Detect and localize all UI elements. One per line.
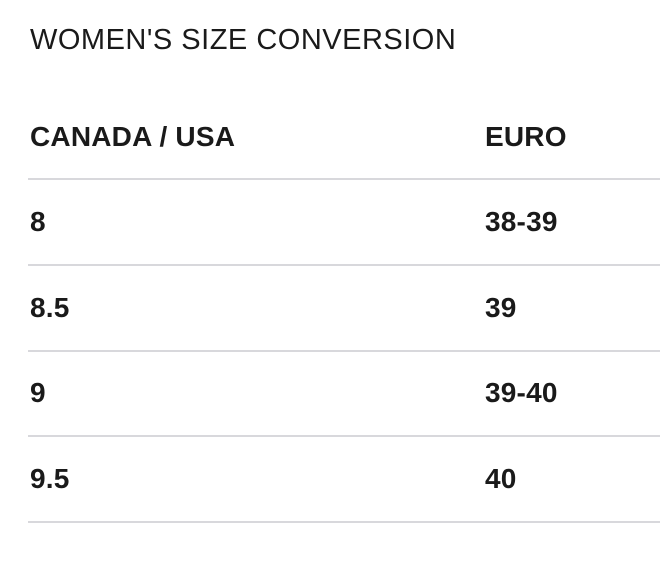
- cell-canada-usa: 9: [30, 377, 46, 409]
- column-header-canada-usa: CANADA / USA: [30, 120, 236, 152]
- size-conversion-table: CANADA / USA EURO 8 38-39 8.5 39 9 39-40…: [28, 95, 660, 523]
- cell-euro: 39-40: [485, 377, 558, 409]
- cell-euro: 40: [485, 463, 517, 495]
- cell-canada-usa: 8: [30, 205, 46, 237]
- table-row: 9 39-40: [28, 352, 660, 438]
- column-header-euro: EURO: [485, 120, 567, 152]
- cell-euro: 38-39: [485, 205, 558, 237]
- cell-euro: 39: [485, 291, 517, 323]
- table-header-row: CANADA / USA EURO: [28, 95, 660, 180]
- table-row: 9.5 40: [28, 437, 660, 523]
- page-title: WOMEN'S SIZE CONVERSION: [30, 24, 457, 56]
- cell-canada-usa: 8.5: [30, 291, 70, 323]
- cell-canada-usa: 9.5: [30, 463, 70, 495]
- table-row: 8 38-39: [28, 180, 660, 266]
- table-row: 8.5 39: [28, 266, 660, 352]
